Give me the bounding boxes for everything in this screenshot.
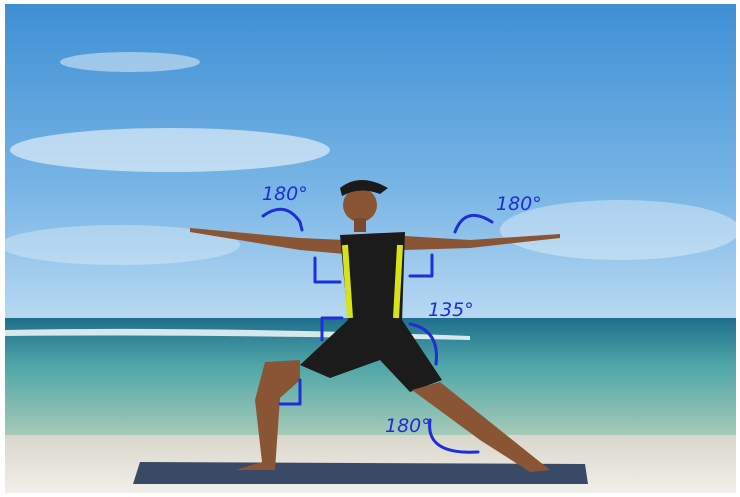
neck (354, 218, 366, 232)
cloud (60, 52, 200, 72)
cloud (10, 128, 330, 172)
angle-label: 180° (385, 415, 431, 437)
photo: 180° 180° 135° 180° (0, 0, 740, 497)
angle-label: 180° (262, 183, 308, 205)
angle-label: 135° (428, 299, 474, 321)
angle-label: 180° (496, 193, 542, 215)
